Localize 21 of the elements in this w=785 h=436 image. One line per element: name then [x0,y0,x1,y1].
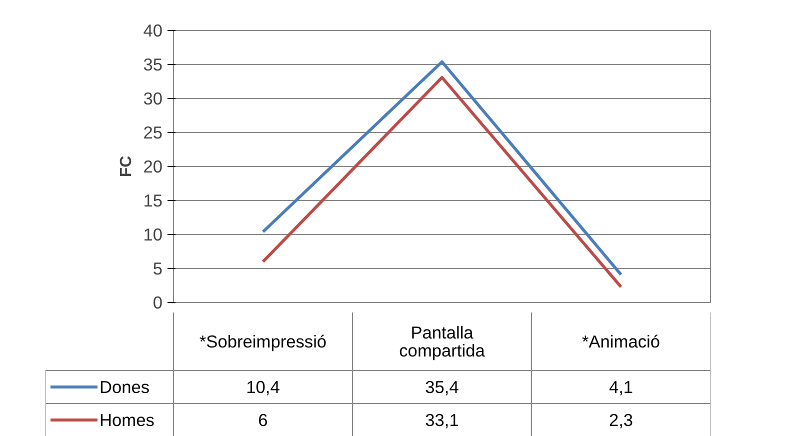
x-tick-label: *Sobreimpressió [199,332,327,352]
y-tick-label: 40 [143,20,163,40]
data-label: 33,1 [425,410,459,430]
y-tick-label: 25 [143,122,163,142]
y-axis-title: FC [118,155,136,178]
data-label: 4,1 [608,377,634,397]
data-label: 2,3 [608,410,634,430]
y-tick-label: 20 [143,156,163,176]
y-tick-label: 35 [143,54,163,74]
legend-label: Dones [100,377,150,397]
y-tick-label: 0 [152,292,163,312]
x-tick-label: *Animació [582,332,660,352]
y-tick-label: 15 [143,190,163,210]
data-label: 10,4 [246,377,280,397]
data-label: 6 [258,410,268,430]
y-tick-label: 30 [143,88,163,108]
data-label: 35,4 [425,377,460,397]
x-tick-label: Pantalla compartida [399,322,486,360]
legend-label: Homes [100,410,155,430]
y-tick-label: 10 [143,224,163,244]
y-tick-label: 5 [152,258,163,278]
